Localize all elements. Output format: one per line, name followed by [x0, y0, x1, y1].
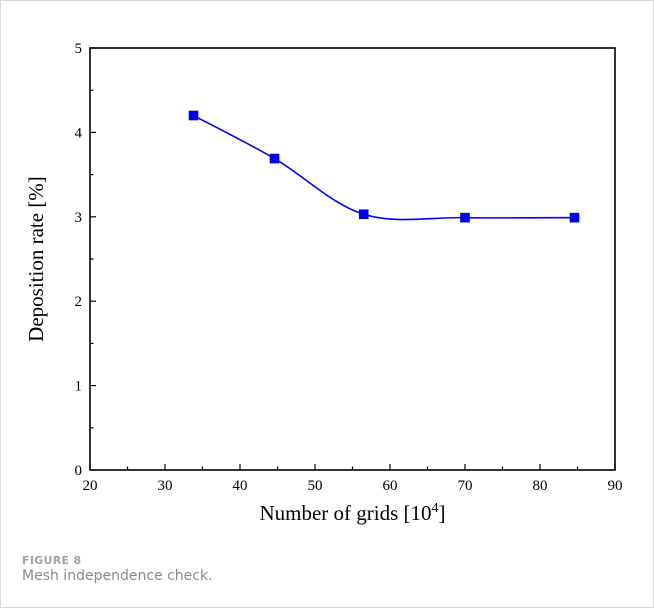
- y-tick-label: 5: [75, 41, 83, 57]
- x-tick-label: 30: [158, 478, 173, 494]
- x-axis-title-text: Number of grids [10: [259, 501, 431, 525]
- figure-caption: Mesh independence check.: [22, 568, 213, 584]
- x-tick-label: 20: [83, 478, 98, 494]
- y-tick-label: 3: [75, 210, 83, 226]
- x-tick-label: 90: [608, 478, 623, 494]
- y-axis-title: Deposition rate [%]: [24, 176, 48, 342]
- series-line: [193, 114, 575, 221]
- axis-ticks: [89, 47, 616, 471]
- y-tick-label: 1: [75, 379, 83, 395]
- x-tick-label: 60: [383, 478, 398, 494]
- data-series: [188, 110, 580, 223]
- y-tick-label: 2: [75, 294, 83, 310]
- data-point-marker: [269, 153, 280, 164]
- x-tick-label: 50: [308, 478, 323, 494]
- x-axis-title: Number of grids [104]: [259, 501, 445, 525]
- x-tick-label: 40: [233, 478, 248, 494]
- x-tick-label: 70: [458, 478, 473, 494]
- figure-label: FIGURE 8: [22, 554, 82, 567]
- x-tick-label: 80: [533, 478, 548, 494]
- y-tick-label: 4: [75, 125, 83, 141]
- data-point-marker: [188, 110, 199, 121]
- x-axis-title-suffix: ]: [439, 501, 446, 525]
- y-tick-label: 0: [75, 463, 83, 479]
- tick-labels: 20 30 40 50 60 70 80 90 0 1 2 3 4 5: [75, 41, 623, 494]
- plot-axes: [89, 47, 616, 471]
- data-point-marker: [569, 212, 580, 223]
- x-axis-title-exponent: 4: [432, 501, 439, 516]
- data-point-marker: [460, 212, 470, 223]
- line-chart: 20 30 40 50 60 70 80 90 0 1 2 3 4 5 Number of grids […: [24, 41, 623, 525]
- plot-frame: [89, 47, 616, 471]
- data-point-marker: [358, 209, 369, 220]
